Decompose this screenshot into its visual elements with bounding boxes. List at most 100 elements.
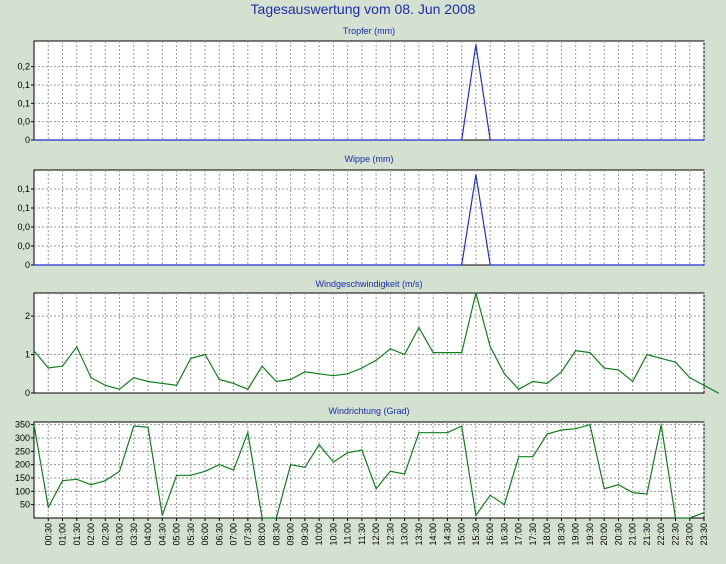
series-line (33, 423, 705, 519)
y-tick-label: 2 (25, 311, 30, 321)
data-point (703, 139, 705, 141)
data-point (118, 470, 121, 472)
data-point (532, 380, 534, 383)
y-tick-label: 0,0 (17, 222, 30, 232)
y-tick-label: 0,1 (17, 184, 30, 194)
x-tick-label: 12:00 (371, 523, 381, 546)
x-tick-label: 13:30 (414, 523, 424, 546)
data-point (332, 461, 334, 463)
data-point (475, 292, 477, 294)
data-point (47, 367, 49, 369)
x-tick-label: 06:00 (200, 523, 210, 546)
x-tick-label: 16:00 (485, 523, 495, 546)
x-tick-label: 11:00 (343, 523, 353, 545)
y-tick-label: 350 (15, 420, 30, 430)
data-point (603, 488, 605, 490)
data-point (660, 357, 662, 359)
data-point (275, 380, 277, 383)
data-point (175, 474, 178, 476)
data-point (375, 359, 377, 361)
x-tick-label: 12:30 (385, 523, 395, 546)
x-tick-label: 15:30 (471, 523, 481, 546)
data-point (147, 380, 149, 383)
data-point (674, 361, 677, 363)
y-tick-label: 150 (15, 473, 30, 483)
data-point (61, 480, 64, 482)
data-point (461, 264, 463, 266)
data-point (332, 375, 334, 377)
y-tick-label: 0 (25, 388, 30, 398)
data-point (617, 484, 620, 486)
x-tick-label: 15:00 (457, 523, 467, 546)
data-point (304, 371, 306, 373)
x-tick-label: 22:30 (670, 523, 680, 546)
data-point (289, 378, 292, 381)
data-point (703, 264, 705, 266)
x-tick-label: 05:30 (186, 523, 196, 546)
y-tick-label: 0,1 (17, 80, 30, 90)
x-tick-label: 02:00 (86, 523, 96, 546)
data-point (389, 470, 391, 472)
data-point (689, 377, 691, 379)
data-point (475, 44, 477, 46)
data-point (575, 350, 577, 352)
x-tick-label: 07:30 (243, 523, 253, 546)
data-point (61, 365, 64, 367)
data-point (218, 378, 220, 381)
data-point (161, 514, 163, 516)
data-point (33, 139, 35, 141)
panel-title: Wippe (mm) (345, 154, 394, 164)
data-point (418, 432, 420, 434)
plot-area (33, 292, 705, 394)
data-point (575, 428, 577, 430)
x-tick-label: 17:30 (528, 523, 538, 546)
data-point (190, 474, 192, 476)
y-tick-label: 300 (15, 433, 30, 443)
plot-area (33, 169, 705, 266)
y-tick-label: 0,0 (17, 117, 30, 127)
data-point (632, 492, 634, 494)
y-tick-label: 1 (25, 350, 30, 360)
x-tick-label: 05:00 (172, 523, 182, 546)
x-tick-label: 04:00 (143, 523, 153, 546)
data-point (76, 346, 78, 348)
data-point (475, 514, 477, 516)
data-point (175, 384, 178, 386)
data-point (90, 377, 92, 379)
x-tick-label: 02:30 (100, 523, 110, 546)
data-point (232, 382, 235, 384)
data-point (118, 388, 121, 390)
x-tick-label: 08:00 (257, 523, 267, 546)
data-point (161, 382, 163, 384)
data-point (104, 480, 106, 482)
data-point (461, 352, 463, 354)
page-title: Tagesauswertung vom 08. Jun 2008 (250, 1, 476, 17)
data-point (247, 388, 249, 390)
x-tick-label: 21:30 (642, 523, 652, 546)
x-tick-label: 19:30 (585, 523, 595, 546)
data-point (289, 464, 292, 466)
data-point (446, 432, 449, 434)
panel-title: Windrichtung (Grad) (328, 406, 409, 416)
y-tick-label: 0,2 (17, 62, 30, 72)
data-point (33, 264, 35, 266)
x-tick-label: 00:30 (43, 523, 53, 546)
data-point (518, 388, 520, 390)
data-point (560, 371, 563, 373)
data-point (361, 449, 363, 451)
data-point (261, 365, 263, 367)
data-point (432, 432, 434, 434)
y-tick-label: 0,1 (17, 98, 30, 108)
data-point (418, 327, 420, 329)
x-tick-label: 03:00 (115, 523, 125, 546)
data-point (104, 384, 106, 386)
y-tick-label: 100 (15, 486, 30, 496)
data-point (546, 382, 548, 384)
y-tick-label: 0,1 (17, 203, 30, 213)
x-tick-label: 06:30 (214, 523, 224, 546)
y-tick-label: 0 (25, 260, 30, 270)
data-point (361, 367, 363, 369)
data-point (518, 456, 520, 458)
x-tick-label: 09:30 (300, 523, 310, 546)
